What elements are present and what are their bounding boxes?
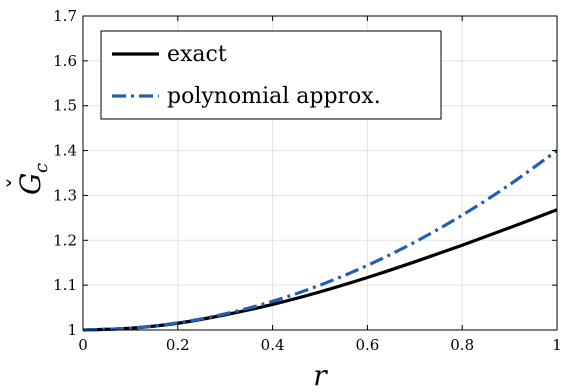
y-tick-label: 1.7 [53, 7, 77, 25]
plot-frame [82, 15, 558, 331]
series-line-polynomial-approx [82, 149, 558, 332]
tick-layer: 0 0.2 0.4 0.6 0.8 1 1 1.1 1.2 1.3 1.4 1.5 1.6 1.7 [53, 7, 561, 354]
legend-box [100, 30, 442, 120]
legend-label-polynomial-approx: polynomial approx. [167, 84, 381, 109]
y-axis-label-subscript: c [31, 163, 52, 173]
x-tick-label: 0.4 [261, 336, 285, 354]
x-tick-label: 0.6 [355, 336, 379, 354]
y-axis-label-accent: ˇ [4, 177, 32, 189]
y-tick-label: 1.5 [53, 97, 77, 115]
legend: exact polynomial approx. [100, 30, 442, 120]
y-axis-label: G ˇ c [4, 163, 52, 195]
legend-label-exact: exact [167, 42, 227, 67]
x-axis-label: r [313, 359, 328, 392]
series-line-exact [82, 208, 558, 332]
y-tick-label: 1.1 [53, 276, 77, 294]
y-tick-label: 1 [67, 321, 77, 339]
x-tick-label: 0 [78, 336, 88, 354]
x-tick-label: 1 [552, 336, 561, 354]
series-layer [82, 149, 558, 332]
y-tick-label: 1.6 [53, 52, 77, 70]
x-tick-label: 0.8 [450, 336, 474, 354]
x-tick-label: 0.2 [166, 336, 190, 354]
y-axis-label-main: G [14, 173, 47, 195]
y-tick-label: 1.4 [53, 142, 77, 160]
y-tick-label: 1.2 [53, 231, 77, 249]
y-tick-label: 1.3 [53, 186, 77, 204]
